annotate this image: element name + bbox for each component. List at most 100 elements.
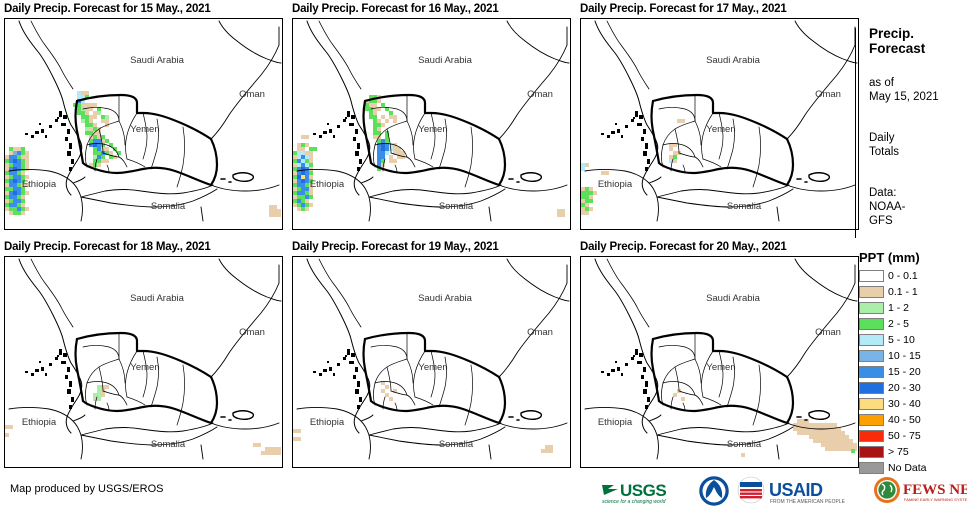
panel-15-may: Daily Precip. Forecast for 15 May., 2021 [4,2,283,230]
sidebar-title-line2: Forecast [869,41,926,56]
svg-text:Oman: Oman [239,327,265,338]
fewsnet-logo[interactable]: FEWS NET FAMINE EARLY WARNING SYSTEMS NE… [873,476,967,506]
svg-text:Oman: Oman [239,89,265,100]
legend-title: PPT (mm) [859,250,920,265]
panel-15-may-title: Daily Precip. Forecast for 15 May., 2021 [4,3,211,15]
legend-label: 40 - 50 [888,413,921,426]
svg-text:Saudi Arabia: Saudi Arabia [130,293,185,304]
legend-item: 0.1 - 1 [859,284,967,299]
svg-text:Somalia: Somalia [439,439,474,450]
sidebar-asof-line2: May 15, 2021 [869,91,939,103]
panel-16-may-map[interactable]: Saudi Arabia Oman Yemen Ethiopia Somalia [292,18,571,230]
legend-rows: 0 - 0.1 0.1 - 1 1 - 2 2 - 5 5 - 10 10 - … [859,268,967,475]
legend-label: 15 - 20 [888,365,921,378]
map-credit: Map produced by USGS/EROS [10,483,164,495]
legend-label: 20 - 30 [888,381,921,394]
panel-15-may-map[interactable]: Saudi Arabia Oman Yemen Ethiopia Somalia [4,18,283,230]
svg-text:Saudi Arabia: Saudi Arabia [130,55,185,66]
usgs-logo[interactable]: USGS science for a changing world [600,476,692,506]
legend-item: 40 - 50 [859,412,967,427]
legend-item: 10 - 15 [859,348,967,363]
legend-item: 15 - 20 [859,364,967,379]
legend-swatch [859,269,884,282]
legend-swatch [859,317,884,330]
svg-text:Ethiopia: Ethiopia [22,417,57,428]
legend-swatch [859,349,884,362]
panel-17-may-map[interactable]: Saudi Arabia Oman Yemen Ethiopia Somalia [580,18,859,230]
agency-logos: USGS science for a changing world USAID … [600,474,967,508]
legend-item: > 75 [859,444,967,459]
svg-text:science for a changing world: science for a changing world [602,499,666,505]
svg-text:Oman: Oman [815,327,841,338]
svg-text:Somalia: Somalia [727,439,762,450]
legend-swatch [859,381,884,394]
svg-text:USGS: USGS [620,481,666,500]
svg-text:Saudi Arabia: Saudi Arabia [418,55,473,66]
svg-text:Saudi Arabia: Saudi Arabia [418,293,473,304]
svg-text:Yemen: Yemen [130,124,159,135]
svg-text:Ethiopia: Ethiopia [310,417,345,428]
legend-item: 30 - 40 [859,396,967,411]
legend-item: No Data [859,460,967,475]
sidebar: Precip. Forecast as of May 15, 2021 Dail… [855,0,967,511]
svg-text:Yemen: Yemen [418,124,447,135]
legend-swatch [859,397,884,410]
svg-text:Somalia: Somalia [727,201,762,212]
sidebar-totals-line2: Totals [869,146,900,158]
svg-text:Ethiopia: Ethiopia [598,417,633,428]
usaid-logo[interactable]: USAID FROM THE AMERICAN PEOPLE [736,476,866,506]
legend-swatch [859,445,884,458]
svg-text:Yemen: Yemen [706,124,735,135]
panel-16-may: Daily Precip. Forecast for 16 May., 2021 [292,2,571,230]
panel-18-may-title: Daily Precip. Forecast for 18 May., 2021 [4,241,211,253]
legend-swatch [859,301,884,314]
svg-text:Ethiopia: Ethiopia [310,179,345,190]
legend-label: 2 - 5 [888,317,910,330]
legend-label: No Data [888,461,927,474]
panel-17-may-title: Daily Precip. Forecast for 17 May., 2021 [580,3,787,15]
svg-text:FEWS NET: FEWS NET [903,482,967,498]
legend-swatch [859,461,884,474]
panel-16-may-title: Daily Precip. Forecast for 16 May., 2021 [292,3,499,15]
sidebar-divider-top [855,28,856,238]
panel-19-may: Daily Precip. Forecast for 19 May., 2021 [292,240,571,468]
legend-item: 20 - 30 [859,380,967,395]
panel-20-may-map[interactable]: Saudi Arabia Oman Yemen Ethiopia Somalia [580,256,859,468]
legend-label: > 75 [888,445,909,458]
legend-swatch [859,365,884,378]
legend-swatch [859,285,884,298]
svg-text:Saudi Arabia: Saudi Arabia [706,293,761,304]
legend-item: 1 - 2 [859,300,967,315]
svg-text:FAMINE EARLY WARNING SYSTEMS N: FAMINE EARLY WARNING SYSTEMS NETWORK [904,497,967,502]
sidebar-totals-line1: Daily [869,132,895,144]
panel-19-may-title: Daily Precip. Forecast for 19 May., 2021 [292,241,499,253]
legend-label: 0.1 - 1 [888,285,918,298]
svg-text:Oman: Oman [815,89,841,100]
legend-swatch [859,429,884,442]
legend-swatch [859,413,884,426]
svg-text:Oman: Oman [527,327,553,338]
sidebar-data-line2: NOAA- [869,201,906,213]
legend-label: 10 - 15 [888,349,921,362]
svg-text:Saudi Arabia: Saudi Arabia [706,55,761,66]
sidebar-data-line1: Data: [869,187,897,199]
svg-text:Somalia: Somalia [439,201,474,212]
svg-text:Somalia: Somalia [151,439,186,450]
legend: PPT (mm) 0 - 0.1 0.1 - 1 1 - 2 2 - 5 5 -… [859,250,967,476]
svg-text:Yemen: Yemen [418,362,447,373]
sidebar-title-line1: Precip. [869,26,915,41]
panel-19-may-map[interactable]: Saudi Arabia Oman Yemen Ethiopia Somalia [292,256,571,468]
svg-text:Yemen: Yemen [130,362,159,373]
panel-18-may-map[interactable]: Saudi Arabia Oman Yemen Ethiopia Somalia [4,256,283,468]
svg-text:USAID: USAID [769,480,823,500]
sidebar-data-line3: GFS [869,215,893,227]
legend-item: 2 - 5 [859,316,967,331]
svg-text:Somalia: Somalia [151,201,186,212]
svg-text:Oman: Oman [527,89,553,100]
legend-label: 1 - 2 [888,301,910,314]
legend-item: 0 - 0.1 [859,268,967,283]
svg-text:Ethiopia: Ethiopia [22,179,57,190]
svg-text:Ethiopia: Ethiopia [598,179,633,190]
svg-text:FROM THE AMERICAN PEOPLE: FROM THE AMERICAN PEOPLE [770,499,846,505]
noaa-logo[interactable] [699,476,729,506]
